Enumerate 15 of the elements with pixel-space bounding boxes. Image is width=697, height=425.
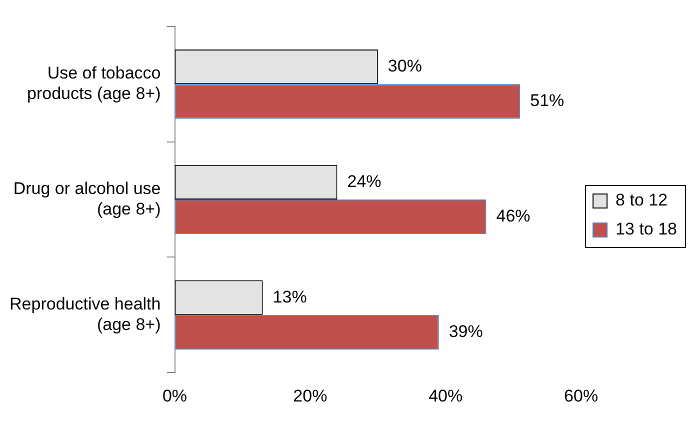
y-tick-label: Reproductive health (age 8+): [10, 294, 161, 334]
x-tick-label: 20%: [293, 386, 328, 406]
x-tick-label: 60%: [564, 386, 598, 406]
y-tick-label: Drug or alcohol use (age 8+): [13, 178, 161, 218]
legend-label: 13 to 18: [616, 220, 678, 239]
data-label: 46%: [496, 206, 530, 226]
y-tick-label: Use of tobacco products (age 8+): [27, 64, 161, 103]
data-label: 30%: [388, 56, 422, 76]
x-tick-label: 40%: [428, 386, 463, 406]
x-tick-label: 0%: [162, 386, 188, 406]
data-label: 51%: [530, 91, 564, 110]
data-label: 24%: [347, 172, 382, 191]
data-label: 13%: [272, 287, 307, 306]
data-label: 39%: [448, 322, 483, 341]
legend-label: 8 to 12: [616, 190, 668, 210]
